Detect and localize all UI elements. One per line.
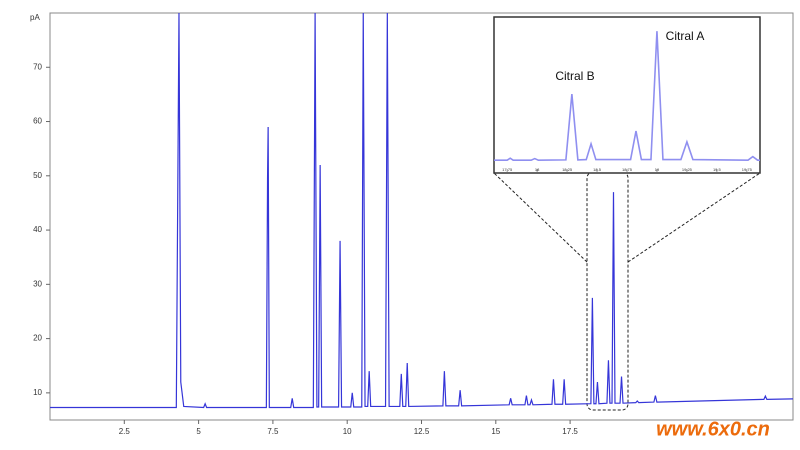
y-axis-label: pA xyxy=(30,13,40,22)
x-tick-label: 18.75 xyxy=(622,167,633,172)
x-tick-label: 19.5 xyxy=(713,167,722,172)
x-tick-label: 5 xyxy=(196,427,201,436)
y-tick-label: 10 xyxy=(33,388,42,397)
series-line xyxy=(494,31,760,162)
series-line xyxy=(50,13,793,409)
y-tick-label: 60 xyxy=(33,117,42,126)
y-tick-label: 50 xyxy=(33,171,42,180)
zoom-line xyxy=(627,172,761,263)
x-tick-label: 10 xyxy=(343,427,352,436)
y-tick-label: 40 xyxy=(33,225,42,234)
x-tick-label: 7.5 xyxy=(267,427,279,436)
x-tick-label: 2.5 xyxy=(119,427,131,436)
zoom-line xyxy=(493,172,588,263)
x-tick-label: 18.5 xyxy=(593,167,602,172)
x-tick-label: 18.25 xyxy=(562,167,573,172)
x-tick-label: 19.75 xyxy=(742,167,753,172)
inset-frame xyxy=(493,16,761,174)
y-tick-label: 70 xyxy=(33,62,42,71)
annotation: Citral B xyxy=(555,69,594,83)
zoom-box xyxy=(586,171,629,411)
x-tick-label: 15 xyxy=(491,427,500,436)
x-tick-label: 19 xyxy=(655,167,660,172)
x-tick-label: 17.75 xyxy=(502,167,513,172)
y-tick-label: 20 xyxy=(33,334,42,343)
x-tick-label: 18 xyxy=(535,167,540,172)
x-tick-label: 17.5 xyxy=(562,427,578,436)
y-tick-label: 30 xyxy=(33,279,42,288)
x-tick-label: 12.5 xyxy=(414,427,430,436)
x-tick-label: 19.25 xyxy=(682,167,693,172)
watermark: www.6x0.cn xyxy=(656,418,770,440)
annotation: Citral A xyxy=(666,29,705,43)
